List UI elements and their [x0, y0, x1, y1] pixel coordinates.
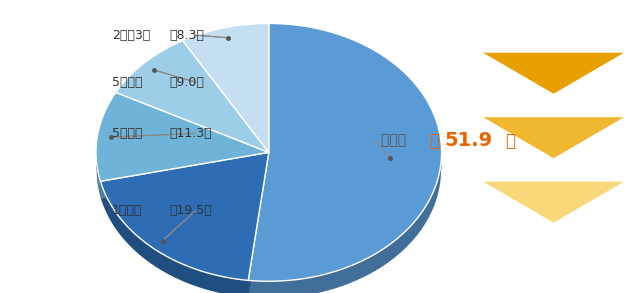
Text: 約: 約: [429, 132, 439, 150]
Text: 1年前後: 1年前後: [112, 205, 142, 217]
Polygon shape: [483, 117, 624, 158]
Polygon shape: [248, 152, 269, 293]
Polygon shape: [116, 40, 269, 152]
Text: 51.9: 51.9: [445, 131, 493, 150]
Text: 5年以内: 5年以内: [112, 76, 143, 88]
Text: 約8.3％: 約8.3％: [170, 29, 204, 42]
Text: 絀19.5％: 絀19.5％: [170, 205, 212, 217]
Polygon shape: [96, 92, 269, 181]
Polygon shape: [483, 53, 624, 94]
Text: 5年以上: 5年以上: [112, 127, 143, 140]
Text: その他: その他: [381, 134, 415, 148]
Text: 絀11.3％: 絀11.3％: [170, 127, 212, 140]
Polygon shape: [483, 182, 624, 223]
Polygon shape: [96, 153, 100, 199]
Polygon shape: [248, 157, 442, 293]
Polygon shape: [182, 23, 269, 152]
Polygon shape: [100, 152, 269, 199]
Polygon shape: [100, 152, 269, 280]
Polygon shape: [248, 152, 269, 293]
Text: ％: ％: [506, 132, 516, 150]
Polygon shape: [248, 23, 442, 281]
Text: 2年～3年: 2年～3年: [112, 29, 150, 42]
Text: 約9.0％: 約9.0％: [170, 76, 204, 88]
Polygon shape: [100, 152, 269, 199]
Polygon shape: [100, 181, 248, 293]
